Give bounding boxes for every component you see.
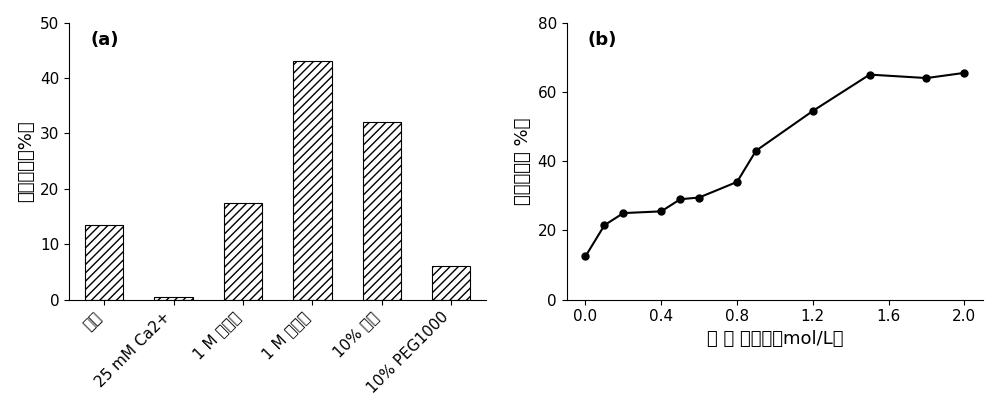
Bar <box>85 225 123 300</box>
X-axis label: 山 梨 醇浓度（mol/L）: 山 梨 醇浓度（mol/L） <box>707 330 843 348</box>
Bar <box>224 203 262 300</box>
Bar <box>293 62 332 300</box>
Text: (a): (a) <box>90 31 119 49</box>
Bar <box>432 266 470 300</box>
Text: (b): (b) <box>587 31 617 49</box>
Bar <box>154 297 193 300</box>
Y-axis label: 残余酶活（ %）: 残余酶活（ %） <box>514 117 532 205</box>
Bar <box>363 122 401 300</box>
Y-axis label: 残余酶活（%）: 残余酶活（%） <box>17 120 35 202</box>
